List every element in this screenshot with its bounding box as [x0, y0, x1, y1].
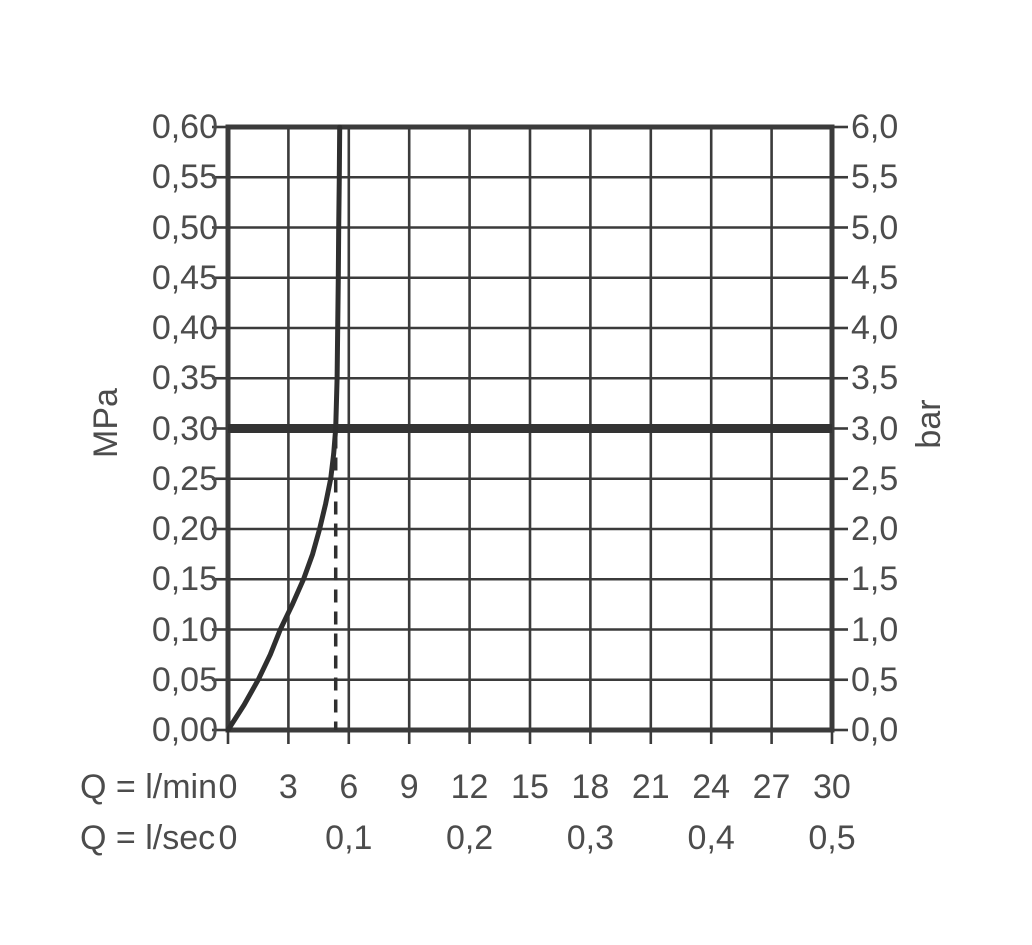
left-axis-tick-label: 0,45 — [151, 258, 218, 297]
lmin-tick-label: 18 — [571, 768, 610, 806]
right-axis-tick-label: 4,5 — [851, 258, 899, 297]
right-axis-tick-label: 1,5 — [851, 560, 899, 599]
right-axis-tick-label: 6,0 — [851, 108, 899, 146]
left-axis-tick-label: 0,20 — [151, 510, 218, 548]
left-axis-tick-label: 0,05 — [151, 660, 218, 699]
lmin-axis-tick-labels: 0 3 6 9 12 15 18 21 24 27 30 — [198, 770, 862, 804]
right-axis-tick-label: 0,0 — [851, 711, 899, 749]
lmin-tick-label: 30 — [812, 768, 851, 806]
lsec-tick-label: 0,1 — [325, 819, 373, 857]
left-axis-tick-label: 0,50 — [151, 208, 218, 247]
right-axis-tick-label: 3,0 — [851, 409, 899, 448]
lsec-tick-label: 0,5 — [808, 819, 856, 857]
left-axis-tick-label: 0,60 — [151, 108, 218, 146]
lmin-tick-label: 15 — [511, 768, 549, 806]
lsec-tick-label: 0,4 — [687, 819, 735, 857]
lsec-axis-tick-labels: 0 0,1 0,2 0,3 0,4 0,5 — [198, 821, 862, 855]
right-axis-tick-label: 5,5 — [851, 158, 899, 197]
lmin-tick-label: 12 — [450, 768, 489, 806]
right-axis-tick-label: 0,5 — [851, 660, 899, 699]
right-axis-tick-label: 2,5 — [851, 459, 899, 498]
left-axis-tick-label: 0,25 — [151, 459, 218, 498]
left-axis-tick-label: 0,55 — [151, 158, 218, 197]
lmin-tick-label: 9 — [399, 768, 419, 806]
lmin-tick-label: 3 — [278, 768, 298, 806]
left-axis-tick-label: 0,30 — [151, 409, 218, 448]
flow-pressure-curve — [225, 124, 343, 733]
right-axis-tick-label: 1,0 — [851, 610, 899, 649]
lsec-tick-label: 0,3 — [566, 819, 615, 857]
lmin-axis-title: Q = l/min — [80, 768, 217, 806]
left-axis-tick-label: 0,00 — [151, 711, 218, 749]
left-axis-tick-label: 0,40 — [151, 309, 218, 347]
right-axis-tick-labels: 6,0 5,5 5,0 4,5 4,0 3,5 3,0 2,5 2,0 1,5 1,0 0,5 0,0 — [851, 110, 971, 747]
lmin-tick-label: 0 — [218, 768, 238, 806]
right-axis-tick-label: 3,5 — [851, 359, 899, 398]
lmin-tick-label: 6 — [339, 768, 359, 806]
lmin-tick-label: 24 — [692, 768, 731, 806]
axis-tick-marks — [212, 125, 848, 744]
lmin-tick-label: 27 — [752, 768, 791, 806]
grid-lines — [228, 127, 832, 730]
lsec-tick-label: 0,2 — [445, 819, 494, 857]
left-axis-tick-label: 0,35 — [151, 359, 218, 398]
left-axis-tick-label: 0,15 — [151, 560, 218, 599]
lmin-tick-label: 21 — [631, 768, 670, 806]
right-axis-tick-label: 4,0 — [851, 309, 899, 347]
right-axis-unit-label: bar — [910, 399, 948, 449]
left-axis-tick-labels: 0,60 0,55 0,50 0,45 0,40 0,35 0,30 0,25 0,20 0,15… — [0, 110, 218, 747]
lsec-axis-title: Q = l/sec — [80, 819, 216, 857]
left-axis-unit-label: MPa — [87, 388, 125, 458]
right-axis-tick-label: 5,0 — [851, 208, 899, 247]
lsec-tick-label: 0 — [218, 819, 238, 857]
left-axis-tick-label: 0,10 — [151, 610, 218, 649]
right-axis-tick-label: 2,0 — [851, 510, 899, 548]
